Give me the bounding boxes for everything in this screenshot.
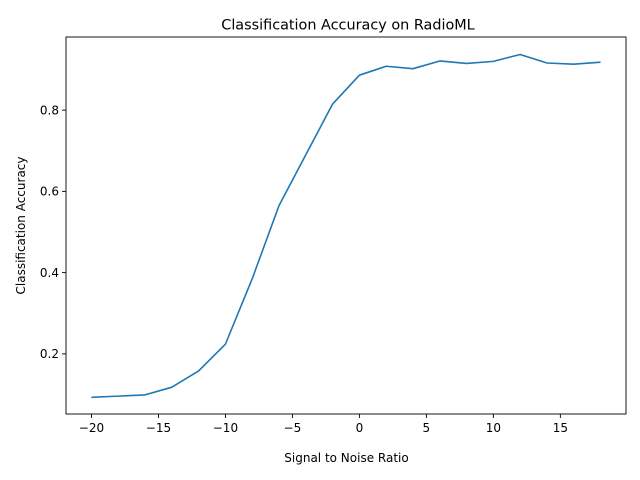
x-tick-label: −20: [79, 421, 104, 435]
x-tick-label: 10: [486, 421, 501, 435]
x-axis-label: Signal to Noise Ratio: [284, 451, 408, 465]
plot-frame: [65, 36, 627, 415]
chart-title: Classification Accuracy on RadioML: [221, 18, 474, 34]
x-tick-label: 15: [553, 421, 568, 435]
x-tick-label: 0: [356, 421, 364, 435]
series-line-0: [91, 53, 601, 399]
x-tick-label: −15: [146, 421, 171, 435]
y-tick-label: 0.2: [40, 347, 59, 361]
plot-area: [65, 36, 627, 415]
x-tick-label: −10: [213, 421, 238, 435]
x-axis: −20 −15 −10 −5 0 5 10 15: [79, 414, 568, 435]
x-tick-label: 5: [423, 421, 431, 435]
y-tick-label: 0.6: [40, 185, 59, 199]
y-axis-label: Classification Accuracy: [14, 157, 28, 295]
y-tick-label: 0.4: [40, 266, 59, 280]
x-tick-label: −5: [284, 421, 302, 435]
y-tick-label: 0.8: [40, 103, 59, 117]
y-axis: 0.2 0.4 0.6 0.8: [40, 103, 66, 361]
